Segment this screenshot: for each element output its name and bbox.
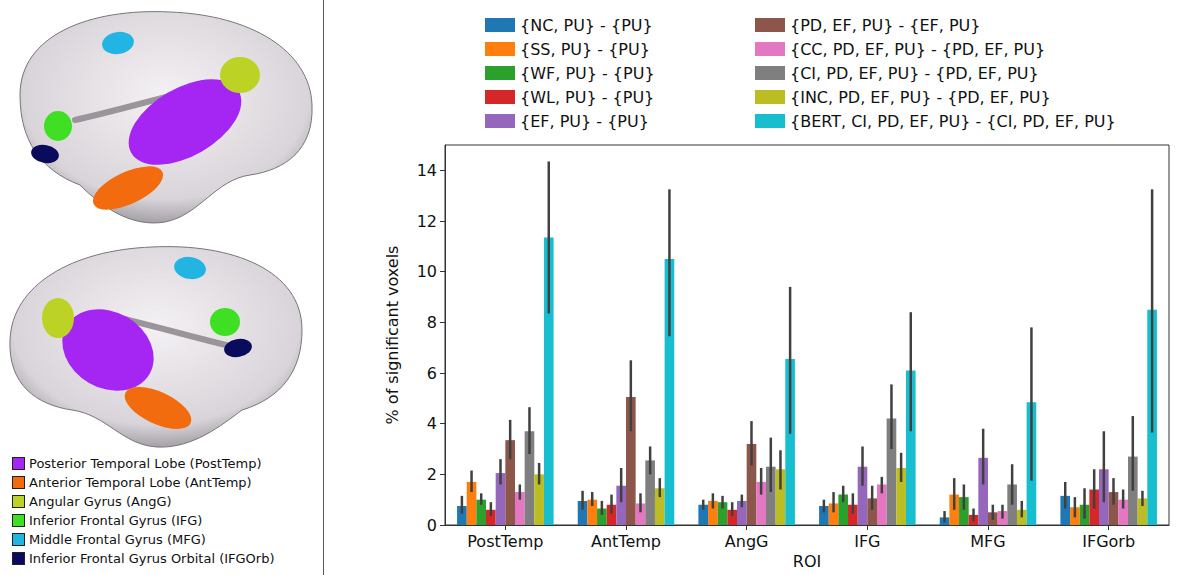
- svg-text:0: 0: [427, 516, 437, 535]
- html-text:Anterior Temporal Lobe (AntTem: Anterior Temporal Lobe (AntTemp): [29, 475, 252, 490]
- svg-text:{NC, PU} - {PU}: {NC, PU} - {PU}: [520, 16, 653, 35]
- svg-text:{BERT, CI, PD, EF, PU} - {CI,: {BERT, CI, PD, EF, PU} - {CI, PD, EF, PU…: [790, 112, 1116, 131]
- svg-text:{SS, PU} - {PU}: {SS, PU} - {PU}: [520, 40, 650, 59]
- svg-text:12: 12: [417, 212, 437, 231]
- svg-text:IFG: IFG: [854, 532, 880, 551]
- html-text:Angular Gyrus (AngG): Angular Gyrus (AngG): [29, 494, 172, 509]
- svg-text:AntTemp: AntTemp: [591, 532, 661, 551]
- svg-text:MFG: MFG: [970, 532, 1005, 551]
- svg-text:{EF, PU} - {PU}: {EF, PU} - {PU}: [520, 112, 649, 131]
- html-text:Posterior Temporal Lobe (PostT: Posterior Temporal Lobe (PostTemp): [29, 456, 262, 471]
- html-text:Inferior Frontal Gyrus (IFG): Inferior Frontal Gyrus (IFG): [29, 513, 203, 528]
- svg-text:IFGorb: IFGorb: [1082, 532, 1135, 551]
- svg-text:% of significant voxels: % of significant voxels: [383, 246, 402, 425]
- svg-text:{INC, PD, EF, PU} - {PD, EF, P: {INC, PD, EF, PU} - {PD, EF, PU}: [790, 88, 1051, 107]
- svg-text:6: 6: [427, 364, 437, 383]
- svg-text:8: 8: [427, 313, 437, 332]
- svg-text:PostTemp: PostTemp: [467, 532, 543, 551]
- svg-text:{CI, PD, EF, PU} - {PD, EF, PU: {CI, PD, EF, PU} - {PD, EF, PU}: [790, 64, 1039, 83]
- svg-text:{CC, PD, EF, PU} - {PD, EF, PU: {CC, PD, EF, PU} - {PD, EF, PU}: [790, 40, 1045, 59]
- svg-text:4: 4: [427, 414, 437, 433]
- html-text:Middle Frontal Gyrus (MFG): Middle Frontal Gyrus (MFG): [29, 532, 206, 547]
- svg-text:14: 14: [417, 161, 437, 180]
- svg-text:{WF, PU} - {PU}: {WF, PU} - {PU}: [520, 64, 655, 83]
- svg-text:2: 2: [427, 465, 437, 484]
- svg-text:{WL, PU} - {PU}: {WL, PU} - {PU}: [520, 88, 654, 107]
- svg-text:AngG: AngG: [725, 532, 769, 551]
- svg-text:{PD, EF, PU} - {EF, PU}: {PD, EF, PU} - {EF, PU}: [790, 16, 981, 35]
- html-text:Inferior Frontal Gyrus Orbital: Inferior Frontal Gyrus Orbital (IFGOrb): [29, 551, 275, 566]
- svg-text:ROI: ROI: [793, 552, 821, 571]
- svg-text:10: 10: [417, 262, 437, 281]
